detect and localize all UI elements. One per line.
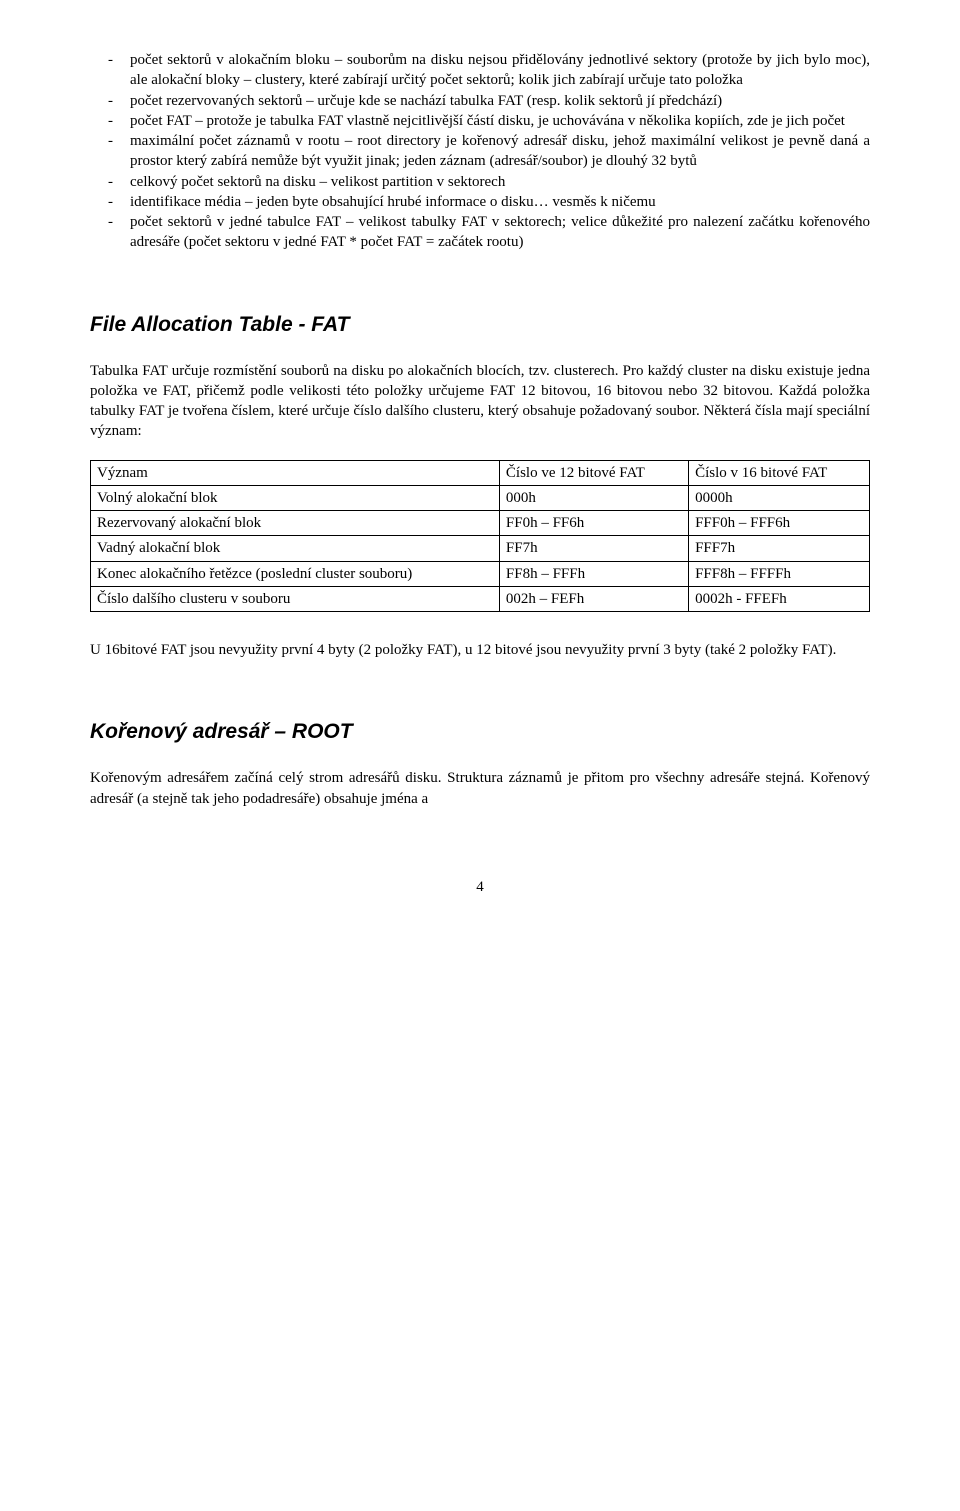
table-cell: FFF0h – FFF6h xyxy=(689,511,870,536)
list-item: počet FAT – protože je tabulka FAT vlast… xyxy=(90,111,870,131)
table-cell: Konec alokačního řetězce (poslední clust… xyxy=(91,561,500,586)
table-row: Konec alokačního řetězce (poslední clust… xyxy=(91,561,870,586)
page-number: 4 xyxy=(90,879,870,896)
list-item: počet sektorů v alokačním bloku – soubor… xyxy=(90,50,870,91)
table-row: Číslo dalšího clusteru v souboru 002h – … xyxy=(91,586,870,611)
section-heading-fat: File Allocation Table - FAT xyxy=(90,313,870,337)
table-cell: Vadný alokační blok xyxy=(91,536,500,561)
table-row: Význam Číslo ve 12 bitové FAT Číslo v 16… xyxy=(91,460,870,485)
list-item: celkový počet sektorů na disku – velikos… xyxy=(90,172,870,192)
list-item: maximální počet záznamů v rootu – root d… xyxy=(90,131,870,172)
table-cell: FFF8h – FFFFh xyxy=(689,561,870,586)
section-heading-root: Kořenový adresář – ROOT xyxy=(90,720,870,744)
table-row: Vadný alokační blok FF7h FFF7h xyxy=(91,536,870,561)
table-cell: Číslo dalšího clusteru v souboru xyxy=(91,586,500,611)
fat-table: Význam Číslo ve 12 bitové FAT Číslo v 16… xyxy=(90,460,870,613)
table-cell: FF7h xyxy=(499,536,688,561)
document-page: počet sektorů v alokačním bloku – soubor… xyxy=(0,0,960,926)
table-cell: 000h xyxy=(499,485,688,510)
table-row: Volný alokační blok 000h 0000h xyxy=(91,485,870,510)
fat-footer-paragraph: U 16bitové FAT jsou nevyužity první 4 by… xyxy=(90,640,870,660)
root-intro-paragraph: Kořenovým adresářem začíná celý strom ad… xyxy=(90,768,870,809)
table-cell: Rezervovaný alokační blok xyxy=(91,511,500,536)
table-cell: FF8h – FFFh xyxy=(499,561,688,586)
table-cell: Volný alokační blok xyxy=(91,485,500,510)
table-row: Rezervovaný alokační blok FF0h – FF6h FF… xyxy=(91,511,870,536)
table-cell: 0002h - FFEFh xyxy=(689,586,870,611)
list-item: počet rezervovaných sektorů – určuje kde… xyxy=(90,91,870,111)
bullet-list: počet sektorů v alokačním bloku – soubor… xyxy=(90,50,870,253)
table-header-cell: Číslo ve 12 bitové FAT xyxy=(499,460,688,485)
table-cell: 0000h xyxy=(689,485,870,510)
table-cell: FF0h – FF6h xyxy=(499,511,688,536)
list-item: identifikace média – jeden byte obsahují… xyxy=(90,192,870,212)
list-item: počet sektorů v jedné tabulce FAT – veli… xyxy=(90,212,870,253)
table-header-cell: Význam xyxy=(91,460,500,485)
fat-intro-paragraph: Tabulka FAT určuje rozmístění souborů na… xyxy=(90,361,870,442)
table-cell: 002h – FEFh xyxy=(499,586,688,611)
table-cell: FFF7h xyxy=(689,536,870,561)
table-header-cell: Číslo v 16 bitové FAT xyxy=(689,460,870,485)
